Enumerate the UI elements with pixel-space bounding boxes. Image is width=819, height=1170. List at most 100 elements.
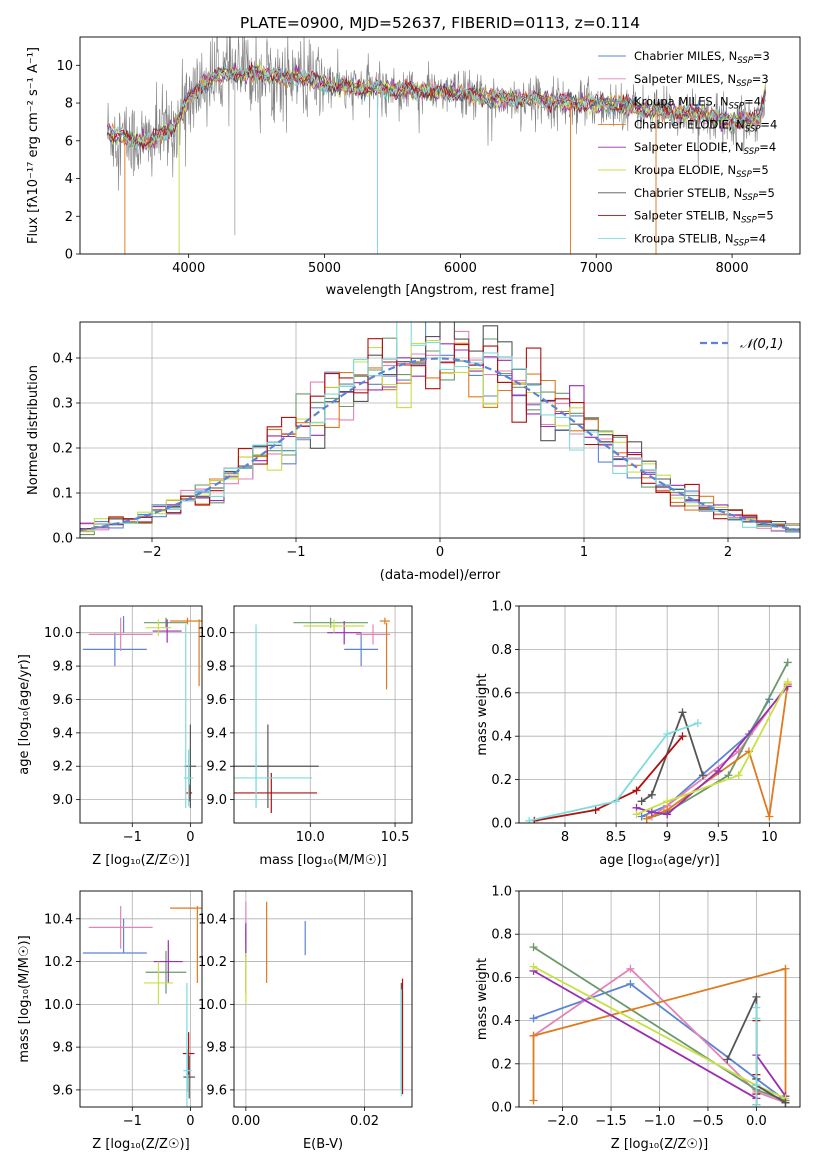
- weight-marker-salpeter_stelib: [632, 786, 641, 795]
- y-tick-label: 8: [65, 97, 73, 112]
- histogram-chabrier_stelib: [80, 322, 800, 530]
- weight-line-salpeter_miles: [532, 967, 786, 1104]
- y-tick-label: 2: [65, 210, 73, 225]
- y-tick-label: 0.2: [491, 1057, 512, 1072]
- residuals-panel: −2 −1 0 1 2 0.0 0.1 0.2 0.3 0.4 (data-model)/error…: [26, 321, 801, 583]
- weight-marker-salpeter_miles: [626, 964, 635, 973]
- x-tick-label: −1: [286, 545, 305, 560]
- legend-subscript: SSP: [745, 124, 761, 134]
- axes-frame: [79, 321, 801, 539]
- weight-marker-chabrier_elodie: [765, 812, 774, 821]
- y-tick-label: 9.8: [52, 1041, 73, 1056]
- x-tick-label: 0.0: [746, 1114, 767, 1129]
- legend-suffix: =5: [757, 209, 774, 223]
- weight-marker-kroupa_elodie: [632, 810, 641, 819]
- axes-frame: [79, 605, 203, 824]
- x-axis-label: Z [log₁₀(Z/Z☉)]: [611, 1137, 708, 1152]
- x-tick-label: 5000: [308, 261, 341, 276]
- y-tick-label: 6: [65, 134, 73, 149]
- weight-marker-chabrier_elodie: [529, 1096, 538, 1105]
- weight-marker-chabrier_elodie: [781, 964, 790, 973]
- y-tick-label: 9.2: [52, 760, 73, 775]
- y-tick-label: 0.4: [491, 1014, 512, 1029]
- x-tick-label: 9.5: [708, 830, 729, 845]
- y-tick-label: 9.2: [206, 760, 227, 775]
- weight-marker-chabrier_miles: [626, 979, 635, 988]
- errorbar-point-salpeter_miles: [88, 905, 153, 949]
- y-tick-label: 0.0: [52, 532, 73, 547]
- x-tick-label: 10.5: [381, 830, 410, 845]
- x-tick-label: 8: [561, 830, 569, 845]
- x-tick-label: 10.0: [296, 830, 325, 845]
- y-tick-label: 0.4: [491, 730, 512, 745]
- legend-suffix: =3: [753, 49, 770, 63]
- y-tick-label: 10.4: [198, 912, 227, 927]
- legend-subscript: SSP: [734, 238, 750, 248]
- weight-marker-chabrier_miles: [529, 1014, 538, 1023]
- legend-subscript: SSP: [736, 79, 752, 89]
- legend-suffix: =5: [758, 186, 775, 200]
- errorbar-point-kroupa_miles: [145, 950, 187, 994]
- y-tick-label: 0: [65, 248, 73, 263]
- y-tick-label: 9.0: [52, 793, 73, 808]
- y-tick-label: 9.4: [52, 726, 73, 741]
- y-tick-label: 1.0: [491, 885, 512, 900]
- y-tick-label: 1.0: [491, 600, 512, 615]
- y-axis-label: mass [log₁₀(M/M☉)]: [17, 935, 32, 1062]
- y-axis-label: mass weight: [475, 673, 490, 755]
- mass_vs_ebv-panel: 0.00 0.02 9.6 9.8 10.0 10.2 10.4 E(B-V): [198, 890, 413, 1152]
- legend-entry-chabrier_elodie: Chabrier ELODIE, NSSP=4: [634, 117, 777, 134]
- axes-frame: [79, 36, 801, 255]
- legend-subscript: SSP: [737, 56, 753, 66]
- y-tick-label: 10.0: [198, 998, 227, 1013]
- x-tick-label: −1.5: [595, 1114, 627, 1129]
- y-tick-label: 9.8: [52, 660, 73, 675]
- weight-marker-chabrier_stelib: [637, 797, 646, 806]
- y-tick-label: 9.8: [206, 660, 227, 675]
- y-tick-label: 0.4: [52, 352, 73, 367]
- y-axis-label: age [log₁₀(age/yr)]: [17, 654, 32, 775]
- x-tick-label: 10: [761, 830, 778, 845]
- y-tick-label: 9.6: [206, 693, 227, 708]
- weight-marker-kroupa_elodie: [529, 962, 538, 971]
- axes-frame: [518, 890, 801, 1108]
- weight-marker-salpeter_elodie: [647, 808, 656, 817]
- weight_vs_age-panel: 8 8.5 9 9.5 10 0.0 0.2 0.4 0.6 0.8 1.0 age [log₁₀(a…: [475, 600, 801, 868]
- x-tick-label: 1: [580, 545, 588, 560]
- weight-marker-salpeter_stelib: [591, 805, 600, 814]
- y-axis-label: Normed distribution: [26, 365, 41, 495]
- legend-entry-kroupa_elodie: Kroupa ELODIE, NSSP=5: [634, 163, 769, 180]
- weight-marker-chabrier_elodie: [529, 1031, 538, 1040]
- spectrum-panel: 4000 5000 6000 7000 8000 0 2 4 6 8 10 wavelength [A…: [26, 36, 801, 298]
- axes-frame: [233, 605, 413, 824]
- y-tick-label: 0.6: [491, 971, 512, 986]
- x-tick-label: 4000: [172, 261, 205, 276]
- y-tick-label: 9.6: [52, 1083, 73, 1098]
- legend-subscript: SSP: [742, 193, 758, 203]
- weight-line-kroupa_miles: [646, 661, 789, 820]
- mass_vs_Z-panel: −1 0 9.6 9.8 10.0 10.2 10.4 Z [log₁₀(Z/Z☉)] mass…: [17, 890, 203, 1152]
- y-tick-label: 0.2: [491, 773, 512, 788]
- legend-entry-salpeter_stelib: Salpeter STELIB, NSSP=5: [634, 209, 774, 226]
- x-tick-label: −0.5: [692, 1114, 724, 1129]
- x-tick-label: 6000: [444, 261, 477, 276]
- y-tick-label: 0.2: [52, 442, 73, 457]
- errorbar-point-salpeter_stelib: [234, 772, 318, 813]
- y-tick-label: 10.0: [44, 998, 73, 1013]
- y-tick-label: 0.6: [491, 686, 512, 701]
- weight-marker-salpeter_elodie: [663, 810, 672, 819]
- x-tick-label: 2: [724, 545, 732, 560]
- weight-line-kroupa_stelib: [529, 722, 699, 822]
- y-tick-label: 0.8: [491, 928, 512, 943]
- weight-marker-kroupa_elodie: [734, 771, 743, 780]
- errorbar-point-kroupa_elodie: [303, 619, 365, 633]
- errorbar-point-kroupa_elodie: [145, 619, 172, 637]
- x-tick-label: 9: [663, 830, 671, 845]
- legend-suffix: =4: [749, 231, 766, 245]
- legend-suffix: =4: [760, 117, 777, 131]
- weight-line-kroupa_elodie: [636, 681, 789, 816]
- errorbar-point-chabrier_miles: [82, 632, 147, 667]
- weight-marker-kroupa_miles: [724, 771, 733, 780]
- legend-subscript: SSP: [736, 170, 752, 180]
- weight-marker-salpeter_elodie: [714, 766, 723, 775]
